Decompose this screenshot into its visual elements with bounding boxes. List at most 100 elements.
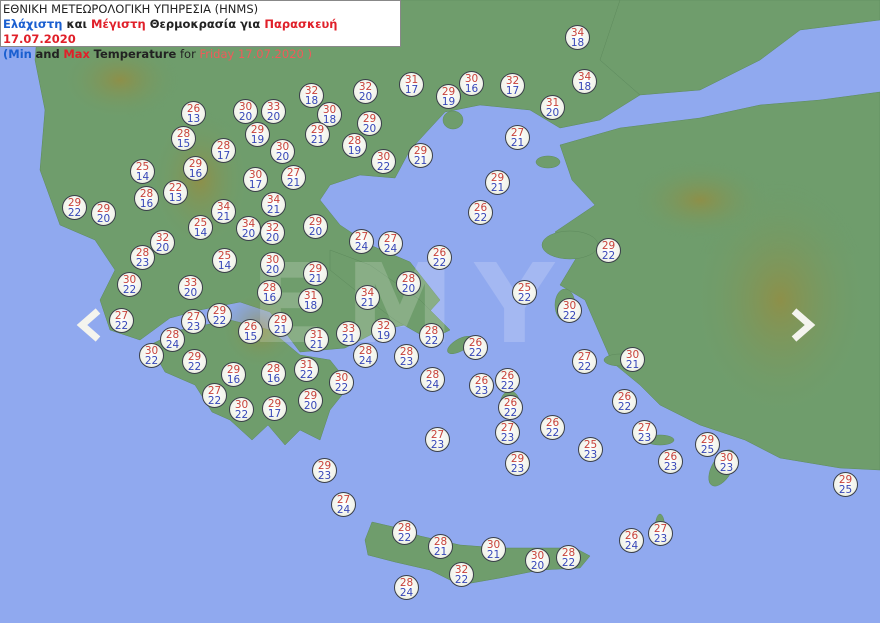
station-marker[interactable]: 34 18	[572, 69, 597, 94]
station-marker[interactable]: 30 23	[714, 450, 739, 475]
station-marker[interactable]: 30 16	[459, 71, 484, 96]
station-marker[interactable]: 31 20	[540, 95, 565, 120]
station-marker[interactable]: 29 21	[485, 170, 510, 195]
station-marker[interactable]: 29 25	[833, 472, 858, 497]
station-marker[interactable]: 28 20	[396, 271, 421, 296]
station-marker[interactable]: 25 23	[578, 437, 603, 462]
prev-button[interactable]	[70, 305, 110, 345]
station-marker[interactable]: 26 23	[658, 449, 683, 474]
station-marker[interactable]: 27 22	[572, 349, 597, 374]
station-marker[interactable]: 26 23	[469, 373, 494, 398]
station-marker[interactable]: 29 22	[182, 349, 207, 374]
station-marker[interactable]: 28 17	[211, 138, 236, 163]
station-marker[interactable]: 28 16	[257, 280, 282, 305]
station-marker[interactable]: 29 25	[695, 432, 720, 457]
station-marker[interactable]: 27 23	[181, 309, 206, 334]
station-marker[interactable]: 26 22	[540, 415, 565, 440]
station-marker[interactable]: 27 22	[202, 383, 227, 408]
station-marker[interactable]: 28 24	[353, 343, 378, 368]
station-marker[interactable]: 32 20	[150, 230, 175, 255]
station-marker[interactable]: 32 22	[449, 562, 474, 587]
station-marker[interactable]: 27 23	[495, 420, 520, 445]
station-marker[interactable]: 29 21	[303, 261, 328, 286]
station-marker[interactable]: 29 20	[91, 201, 116, 226]
station-marker[interactable]: 32 17	[500, 73, 525, 98]
station-marker[interactable]: 29 20	[298, 388, 323, 413]
station-marker[interactable]: 25 14	[130, 159, 155, 184]
station-marker[interactable]: 27 22	[109, 308, 134, 333]
station-marker[interactable]: 28 21	[428, 534, 453, 559]
station-marker[interactable]: 30 21	[620, 347, 645, 372]
station-marker[interactable]: 27 21	[505, 125, 530, 150]
station-marker[interactable]: 29 22	[62, 195, 87, 220]
station-marker[interactable]: 30 18	[317, 102, 342, 127]
station-marker[interactable]: 26 22	[612, 389, 637, 414]
station-marker[interactable]: 31 21	[304, 327, 329, 352]
station-marker[interactable]: 27 23	[425, 427, 450, 452]
station-marker[interactable]: 28 23	[394, 344, 419, 369]
station-marker[interactable]: 32 20	[260, 220, 285, 245]
station-marker[interactable]: 26 22	[495, 368, 520, 393]
station-marker[interactable]: 28 22	[392, 520, 417, 545]
station-marker[interactable]: 26 22	[498, 395, 523, 420]
station-marker[interactable]: 29 21	[408, 143, 433, 168]
station-marker[interactable]: 34 21	[211, 199, 236, 224]
station-marker[interactable]: 28 24	[420, 367, 445, 392]
station-marker[interactable]: 31 17	[399, 72, 424, 97]
station-marker[interactable]: 30 22	[117, 272, 142, 297]
station-marker[interactable]: 27 23	[648, 521, 673, 546]
station-marker[interactable]: 30 20	[233, 99, 258, 124]
station-marker[interactable]: 29 19	[245, 122, 270, 147]
station-marker[interactable]: 22 13	[163, 180, 188, 205]
station-marker[interactable]: 34 21	[261, 192, 286, 217]
station-marker[interactable]: 29 23	[505, 451, 530, 476]
station-marker[interactable]: 27 24	[331, 492, 356, 517]
station-marker[interactable]: 28 16	[261, 361, 286, 386]
station-marker[interactable]: 32 18	[299, 83, 324, 108]
station-marker[interactable]: 25 14	[188, 215, 213, 240]
station-marker[interactable]: 25 22	[512, 280, 537, 305]
station-marker[interactable]: 30 22	[329, 370, 354, 395]
station-marker[interactable]: 29 20	[357, 111, 382, 136]
station-marker[interactable]: 30 22	[229, 397, 254, 422]
station-marker[interactable]: 33 21	[336, 321, 361, 346]
station-marker[interactable]: 30 17	[243, 167, 268, 192]
station-marker[interactable]: 29 22	[596, 238, 621, 263]
station-marker[interactable]: 28 15	[171, 126, 196, 151]
station-marker[interactable]: 31 18	[298, 288, 323, 313]
station-marker[interactable]: 30 20	[270, 139, 295, 164]
station-marker[interactable]: 28 16	[134, 186, 159, 211]
station-marker[interactable]: 26 22	[427, 245, 452, 270]
next-button[interactable]	[782, 305, 822, 345]
station-marker[interactable]: 29 19	[436, 84, 461, 109]
station-marker[interactable]: 34 20	[236, 216, 261, 241]
station-marker[interactable]: 28 22	[419, 323, 444, 348]
station-marker[interactable]: 26 24	[619, 528, 644, 553]
station-marker[interactable]: 28 23	[130, 245, 155, 270]
station-marker[interactable]: 30 22	[371, 149, 396, 174]
station-marker[interactable]: 29 21	[305, 122, 330, 147]
station-marker[interactable]: 27 24	[378, 231, 403, 256]
station-marker[interactable]: 29 22	[207, 303, 232, 328]
station-marker[interactable]: 29 17	[262, 396, 287, 421]
station-marker[interactable]: 27 24	[349, 229, 374, 254]
station-marker[interactable]: 27 23	[632, 420, 657, 445]
station-marker[interactable]: 32 19	[371, 318, 396, 343]
station-marker[interactable]: 26 22	[463, 335, 488, 360]
station-marker[interactable]: 33 20	[178, 275, 203, 300]
station-marker[interactable]: 25 14	[212, 248, 237, 273]
station-marker[interactable]: 30 20	[260, 252, 285, 277]
station-marker[interactable]: 30 22	[139, 343, 164, 368]
station-marker[interactable]: 29 20	[303, 214, 328, 239]
station-marker[interactable]: 29 23	[312, 458, 337, 483]
station-marker[interactable]: 27 21	[281, 165, 306, 190]
station-marker[interactable]: 29 16	[183, 156, 208, 181]
station-marker[interactable]: 29 16	[221, 362, 246, 387]
station-marker[interactable]: 30 22	[557, 298, 582, 323]
station-marker[interactable]: 26 15	[238, 319, 263, 344]
station-marker[interactable]: 26 22	[468, 200, 493, 225]
station-marker[interactable]: 33 20	[261, 99, 286, 124]
station-marker[interactable]: 31 22	[294, 357, 319, 382]
station-marker[interactable]: 28 22	[556, 545, 581, 570]
station-marker[interactable]: 34 18	[565, 25, 590, 50]
